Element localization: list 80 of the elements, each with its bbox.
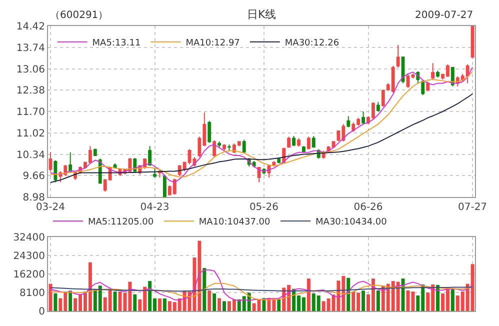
bar	[158, 298, 162, 311]
bar	[306, 278, 310, 311]
x-tick-label: 07-27	[458, 202, 488, 213]
bar	[54, 293, 58, 311]
candlestick	[302, 146, 306, 153]
legend-label: MA30:10434.00	[316, 217, 388, 228]
candlestick	[396, 44, 400, 68]
y-tick-label: 24300	[13, 250, 45, 262]
candlestick	[421, 80, 425, 96]
y-tick-label: 16200	[13, 269, 45, 280]
y-tick-label: 13.06	[16, 64, 45, 76]
text: 2009-07-27	[415, 10, 474, 21]
y-tick-label: 32400	[13, 232, 45, 244]
candlestick	[208, 120, 212, 144]
candlestick	[292, 136, 296, 147]
x-tick-label: 03-24	[36, 202, 66, 213]
bar	[436, 284, 440, 311]
candlestick	[426, 81, 430, 92]
bar	[48, 284, 52, 311]
bar	[218, 298, 222, 311]
bar	[202, 268, 206, 311]
y-tick-label: 0	[38, 306, 45, 318]
bar	[222, 301, 226, 311]
y-tick-label: 10.34	[16, 150, 45, 161]
candlestick	[162, 174, 166, 197]
candlestick	[68, 152, 72, 174]
bar	[277, 299, 281, 311]
legend-label: MA10:12.97	[186, 38, 240, 48]
legend-label: MA10:10437.00	[198, 217, 271, 228]
legend-label: MA5:11205.00	[88, 217, 154, 228]
candlestick	[48, 152, 52, 172]
y-tick-label: 9.66	[22, 171, 45, 182]
candlestick	[54, 160, 58, 183]
candlestick	[287, 136, 291, 148]
candlestick	[218, 140, 222, 148]
candlestick	[376, 102, 380, 112]
x-tick-label: 05-26	[249, 202, 279, 213]
bar	[212, 293, 216, 311]
candlestick	[362, 111, 365, 125]
y-tick-label: 11.70	[16, 107, 45, 118]
chart-title: 日K线	[247, 8, 276, 21]
bar	[346, 278, 350, 311]
y-tick-label: 8100	[20, 288, 45, 299]
bar	[113, 292, 117, 311]
candlestick	[93, 148, 97, 157]
candlestick	[431, 62, 435, 81]
candlestick	[306, 136, 310, 150]
candlestick	[242, 139, 246, 154]
bar	[450, 288, 454, 311]
y-tick-label: 12.38	[16, 86, 45, 97]
legend-label: MA5:13.11	[92, 38, 141, 48]
bar	[133, 294, 137, 311]
candlestick	[277, 158, 281, 164]
line-series	[50, 93, 474, 184]
y-tick-label: 13.74	[16, 42, 45, 54]
candlestick	[436, 70, 440, 78]
bar	[208, 290, 212, 311]
candlestick	[346, 116, 350, 128]
line-series	[50, 269, 474, 302]
legend-label: MA30:12.26	[284, 38, 340, 48]
text: （600291）	[50, 10, 108, 21]
candlestick	[222, 144, 226, 152]
x-tick-label: 06-26	[354, 202, 383, 213]
bar	[376, 290, 380, 311]
candlestick	[297, 138, 300, 148]
y-tick-label: 8.98	[22, 192, 45, 204]
candlestick	[212, 140, 216, 158]
candlestick	[228, 144, 231, 152]
candlestick	[381, 89, 385, 108]
candlestick	[312, 136, 316, 148]
y-tick-label: 11.02	[16, 128, 45, 140]
candlestick	[267, 164, 271, 178]
candlestick	[153, 168, 156, 178]
candlestick	[148, 146, 152, 166]
bar	[162, 298, 166, 311]
x-tick-label: 04-23	[140, 202, 170, 213]
bar	[68, 290, 72, 311]
line-series	[50, 283, 474, 301]
y-tick-label: 14.42	[16, 22, 45, 32]
bar	[362, 290, 366, 311]
